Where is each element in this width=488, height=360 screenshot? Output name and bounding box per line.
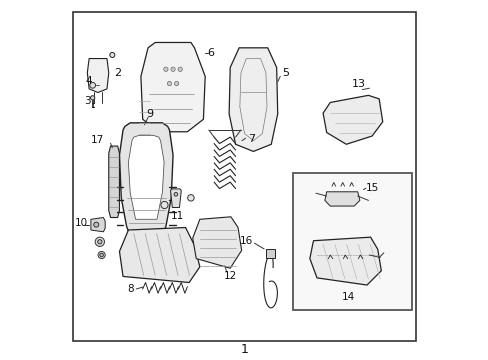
Text: 3: 3 <box>84 96 90 107</box>
Circle shape <box>95 237 104 247</box>
Text: 11: 11 <box>171 211 184 221</box>
Circle shape <box>167 81 171 86</box>
Circle shape <box>90 82 95 88</box>
Polygon shape <box>108 146 119 217</box>
Circle shape <box>178 67 182 71</box>
Polygon shape <box>324 192 359 206</box>
Text: 14: 14 <box>341 292 354 302</box>
Circle shape <box>98 240 102 244</box>
Polygon shape <box>309 237 381 285</box>
Text: 16: 16 <box>239 236 252 246</box>
Text: 7: 7 <box>247 134 255 144</box>
Polygon shape <box>119 123 173 241</box>
Circle shape <box>171 67 175 71</box>
Text: 10: 10 <box>74 218 87 228</box>
Polygon shape <box>91 217 105 232</box>
Polygon shape <box>229 48 277 152</box>
Text: 15: 15 <box>365 183 378 193</box>
Text: 4: 4 <box>85 76 92 86</box>
Circle shape <box>174 81 179 86</box>
FancyBboxPatch shape <box>292 173 411 310</box>
Polygon shape <box>128 135 164 219</box>
Circle shape <box>94 222 99 227</box>
Circle shape <box>100 253 103 257</box>
FancyBboxPatch shape <box>73 12 415 341</box>
Polygon shape <box>170 189 181 207</box>
Circle shape <box>187 195 194 201</box>
Text: 2: 2 <box>114 68 121 78</box>
Text: 1: 1 <box>240 343 248 356</box>
Circle shape <box>98 251 105 258</box>
Polygon shape <box>141 42 205 132</box>
Text: 9: 9 <box>146 109 153 119</box>
Circle shape <box>90 96 95 100</box>
Polygon shape <box>87 59 108 93</box>
Circle shape <box>161 202 168 208</box>
Text: 8: 8 <box>126 284 133 294</box>
Text: 17: 17 <box>90 135 104 145</box>
Text: 12: 12 <box>223 271 236 282</box>
Polygon shape <box>119 228 200 283</box>
Polygon shape <box>265 249 274 257</box>
Polygon shape <box>323 95 382 144</box>
Polygon shape <box>192 217 241 268</box>
Text: 5: 5 <box>282 68 288 78</box>
Text: 6: 6 <box>206 48 214 58</box>
Circle shape <box>110 53 115 58</box>
Circle shape <box>163 67 168 71</box>
Circle shape <box>174 193 177 196</box>
Text: 13: 13 <box>351 78 365 89</box>
